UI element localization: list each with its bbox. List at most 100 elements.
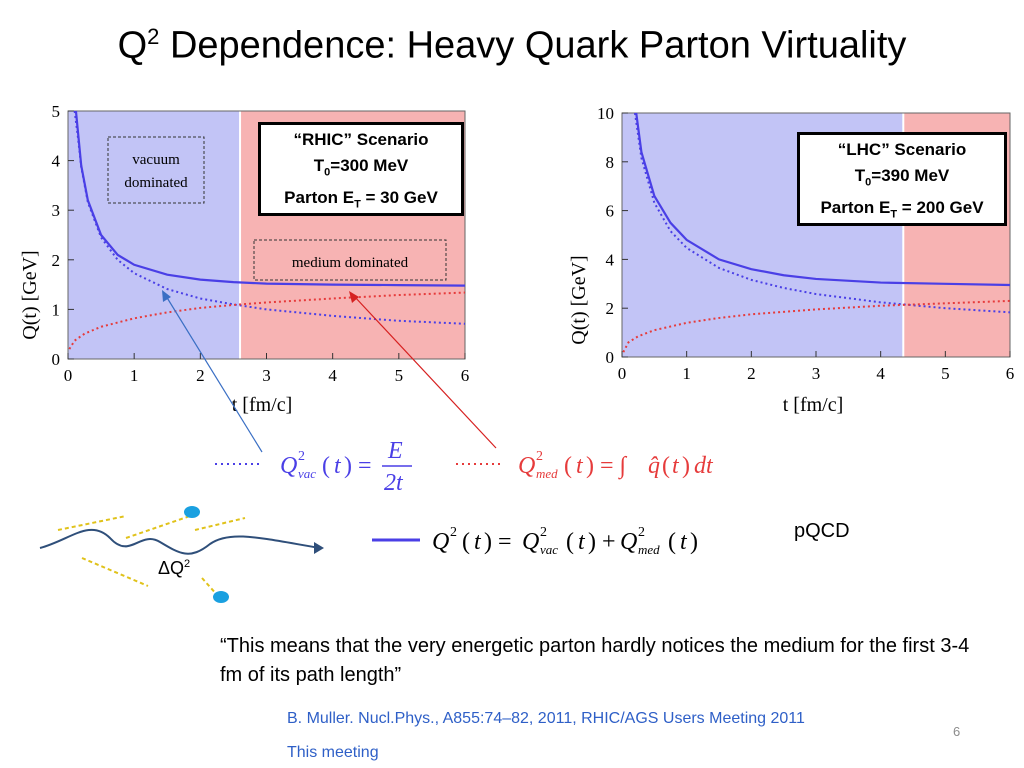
svg-text:) =: ) = — [484, 529, 512, 555]
svg-text:) = ∫: ) = ∫ — [586, 453, 628, 480]
y-tick-label: 5 — [52, 102, 61, 121]
x-tick-label: 3 — [812, 364, 821, 383]
total-curve — [74, 110, 466, 287]
svg-text:(: ( — [668, 529, 676, 555]
vac-equation: Q 2 vac (t) = E 2t — [280, 438, 412, 496]
lhc-x-axis-label: t [fm/c] — [783, 394, 844, 416]
svg-text:2: 2 — [450, 525, 457, 540]
svg-text:vac: vac — [298, 466, 316, 481]
vac-arrowhead-icon — [162, 290, 171, 302]
y-tick-label: 4 — [52, 152, 61, 171]
lhc-y-axis-label: Q(t) [GeV] — [568, 255, 590, 344]
rhic-scenario-et: Parton ET = 30 GeV — [284, 188, 438, 211]
svg-text:2: 2 — [638, 525, 645, 540]
vac-pointer-arrow — [165, 295, 263, 453]
svg-text:Q: Q — [280, 453, 297, 479]
rhic-x-axis-label: t [fm/c] — [232, 394, 293, 416]
gluon-blob-top — [184, 506, 200, 518]
rhic-series — [68, 110, 466, 350]
x-tick-label: 2 — [747, 364, 756, 383]
svg-text:2: 2 — [298, 449, 305, 464]
vacuum-dominated-box — [107, 136, 205, 204]
svg-text:(: ( — [566, 529, 574, 555]
x-tick-label: 4 — [328, 366, 337, 385]
x-tick-label: 0 — [618, 364, 627, 383]
svg-text:E: E — [387, 438, 403, 464]
reference-link[interactable]: B. Muller. Nucl.Phys., A855:74–82, 2011,… — [287, 710, 805, 727]
svg-text:(: ( — [462, 529, 470, 555]
y-tick-label: 0 — [52, 350, 61, 369]
x-tick-label: 2 — [196, 366, 205, 385]
lhc-scenario-box: “LHC” Scenario T0=390 MeV Parton ET = 20… — [797, 132, 1007, 226]
y-tick-label: 10 — [597, 104, 614, 123]
total-curve — [635, 112, 1011, 287]
svg-text:(: ( — [322, 453, 330, 479]
svg-text:2: 2 — [540, 525, 547, 540]
y-tick-label: 2 — [52, 251, 61, 270]
svg-text:2t: 2t — [384, 470, 404, 496]
medium-curve — [622, 299, 1011, 353]
y-tick-label: 2 — [606, 299, 615, 318]
quote-text: “This means that the very energetic part… — [220, 635, 970, 686]
y-tick-label: 3 — [52, 201, 61, 220]
svg-text:(: ( — [662, 453, 670, 479]
med-arrowhead-icon — [349, 291, 359, 303]
this-meeting-link[interactable]: This meeting — [287, 744, 379, 761]
svg-text:t: t — [672, 453, 680, 479]
svg-text:dt: dt — [694, 453, 714, 479]
svg-text:t: t — [578, 529, 586, 555]
x-tick-label: 5 — [941, 364, 950, 383]
vacuum-region — [68, 111, 241, 359]
y-tick-label: 4 — [606, 250, 615, 269]
pqcd-label: pQCD — [794, 520, 850, 542]
x-tick-label: 3 — [262, 366, 271, 385]
x-tick-label: 5 — [395, 366, 404, 385]
x-tick-label: 1 — [682, 364, 691, 383]
y-tick-label: 0 — [606, 348, 615, 367]
svg-text:Q: Q — [518, 453, 535, 479]
svg-text:vac: vac — [540, 542, 558, 557]
svg-text:Q: Q — [522, 529, 539, 555]
svg-text:med: med — [638, 542, 660, 557]
medium-dominated-box — [253, 239, 447, 281]
rhic-axis-ticks: 0 1 2 3 4 5 6 0 1 2 3 4 5 — [52, 102, 470, 385]
page-title: Q2 Dependence: Heavy Quark Parton Virtua… — [117, 24, 907, 67]
y-tick-label: 8 — [606, 153, 615, 172]
gluon-lines — [57, 515, 246, 597]
svg-text:t: t — [576, 453, 584, 479]
svg-text:Q: Q — [620, 529, 637, 555]
rhic-scenario-box: “RHIC” Scenario T0=300 MeV Parton ET = 3… — [258, 122, 464, 216]
svg-text:) +: ) + — [588, 529, 616, 555]
rhic-y-axis-label: Q(t) [GeV] — [19, 250, 41, 339]
medium-curve — [68, 291, 466, 350]
delta-q2-label: ΔQ2 — [158, 558, 191, 578]
svg-text:t: t — [680, 529, 688, 555]
svg-text:2: 2 — [536, 449, 543, 464]
svg-text:t: t — [474, 529, 482, 555]
vacuum-label-line2: dominated — [124, 175, 188, 191]
page-number: 6 — [953, 724, 961, 739]
y-tick-label: 6 — [606, 202, 615, 221]
svg-text:): ) — [682, 453, 690, 479]
svg-text:): ) — [690, 529, 698, 555]
svg-text:q̂: q̂ — [648, 453, 660, 479]
svg-text:) =: ) = — [344, 453, 372, 479]
lhc-scenario-title: “LHC” Scenario — [837, 140, 967, 159]
lhc-axis-ticks: 0 1 2 3 4 5 6 0 2 4 6 8 10 — [597, 104, 1014, 383]
lhc-scenario-t0: T0=390 MeV — [854, 166, 950, 189]
parton-path — [39, 528, 321, 555]
svg-text:med: med — [536, 466, 558, 481]
svg-text:t: t — [334, 453, 342, 479]
rhic-scenario-title: “RHIC” Scenario — [293, 130, 429, 149]
x-tick-label: 0 — [64, 366, 73, 385]
parton-gluon-diagram — [39, 506, 324, 603]
parton-arrow-icon — [314, 542, 324, 554]
svg-text:Q: Q — [432, 529, 449, 555]
x-tick-label: 4 — [876, 364, 885, 383]
svg-text:(: ( — [564, 453, 572, 479]
y-tick-label: 1 — [52, 300, 61, 319]
rhic-scenario-t0: T0=300 MeV — [313, 156, 409, 179]
medium-dominated-label: medium dominated — [292, 255, 409, 271]
x-tick-label: 6 — [1006, 364, 1015, 383]
